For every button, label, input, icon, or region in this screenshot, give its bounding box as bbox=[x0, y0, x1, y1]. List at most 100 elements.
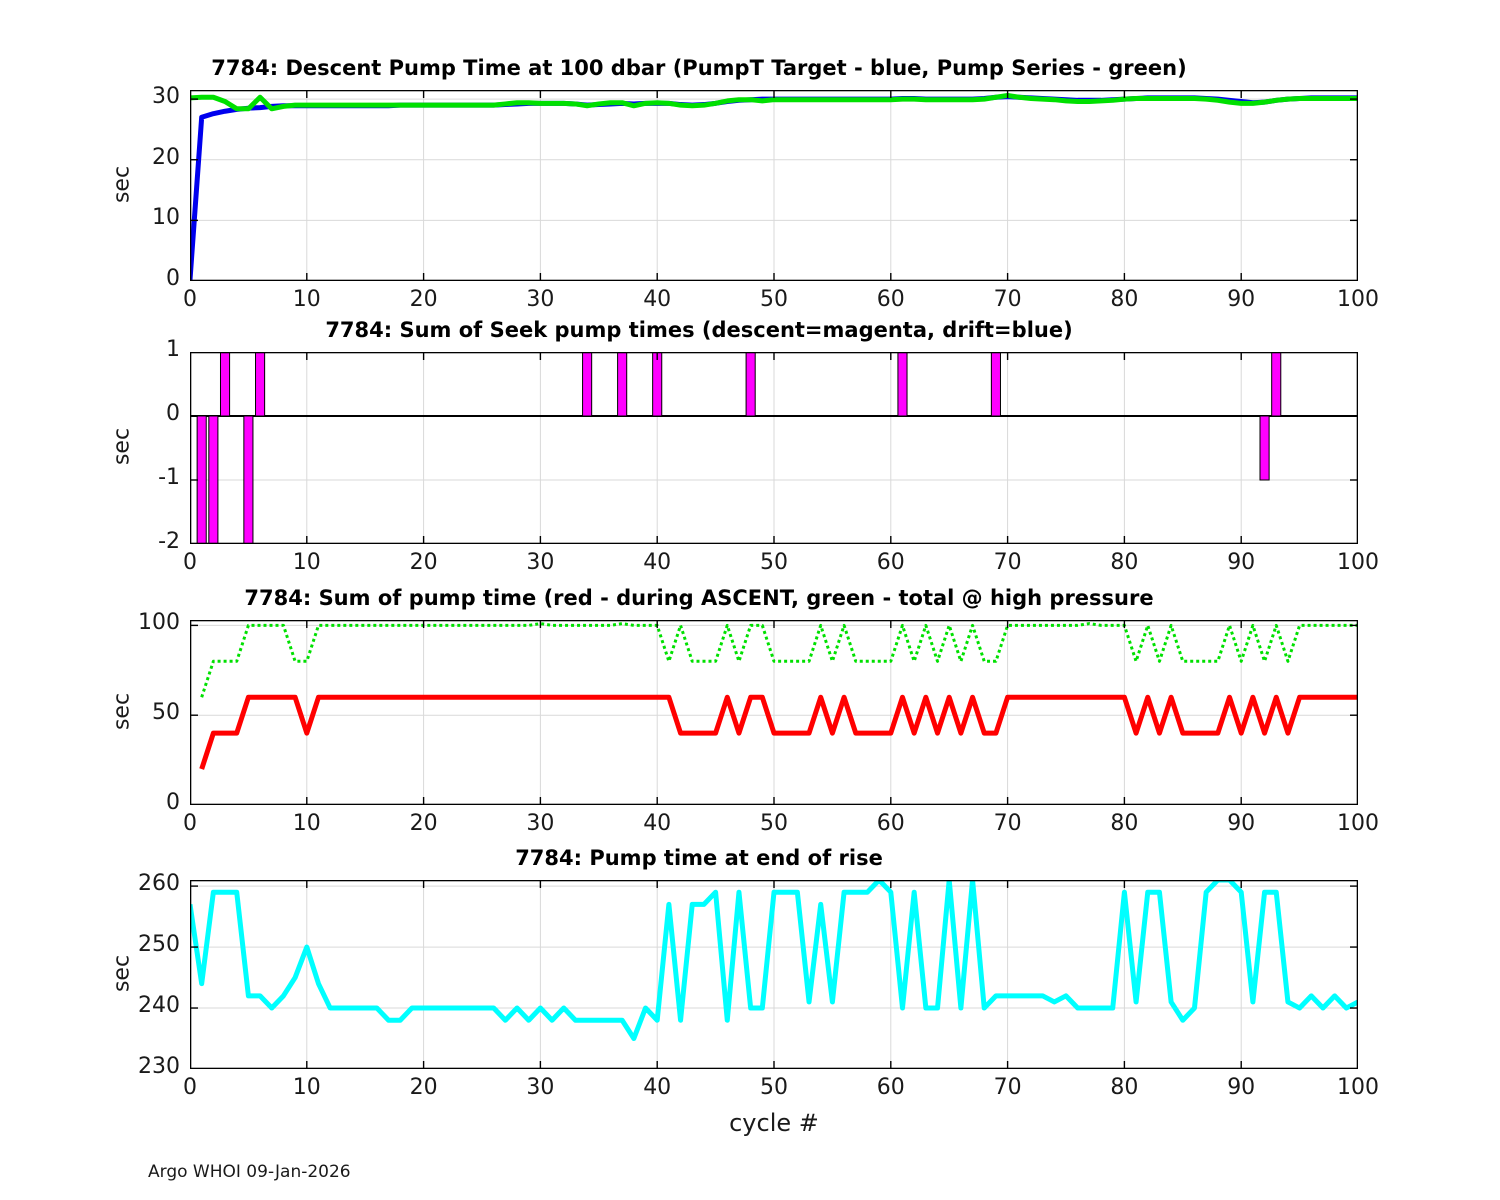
y-tick-label: 0 bbox=[166, 790, 180, 815]
bar bbox=[617, 352, 628, 417]
panel-title-1: 7784: Descent Pump Time at 100 dbar (Pum… bbox=[211, 56, 1187, 80]
x-tick-label: 20 bbox=[409, 811, 438, 836]
y-tick-label: 240 bbox=[138, 993, 180, 1019]
x-tick-label: 20 bbox=[409, 287, 438, 312]
tick-marks bbox=[190, 352, 1358, 544]
x-tick-label: 100 bbox=[1337, 811, 1379, 836]
x-tick-label: 50 bbox=[760, 550, 788, 575]
x-tick-label: 10 bbox=[292, 287, 321, 312]
x-tick-label: 10 bbox=[292, 550, 321, 575]
bar bbox=[745, 352, 756, 417]
x-tick-label: 0 bbox=[183, 550, 197, 575]
axes-frame bbox=[190, 90, 1358, 281]
x-tick-label: 40 bbox=[643, 550, 672, 575]
y-axis-label-1: sec bbox=[109, 165, 135, 203]
x-tick-label: 70 bbox=[993, 811, 1022, 836]
bar bbox=[1259, 415, 1270, 481]
panel-title-3: 7784: Sum of pump time (red - during ASC… bbox=[244, 586, 1154, 610]
x-tick-label: 100 bbox=[1337, 1075, 1379, 1100]
x-tick-label: 20 bbox=[409, 550, 438, 575]
x-tick-label: 20 bbox=[409, 1075, 438, 1100]
x-tick-label: 50 bbox=[760, 287, 788, 312]
x-tick-label: 0 bbox=[183, 1075, 197, 1100]
y-tick-label: 100 bbox=[138, 610, 180, 636]
plot-area-3 bbox=[190, 620, 1358, 805]
x-tick-label: 40 bbox=[643, 1075, 672, 1100]
panel-title-2: 7784: Sum of Seek pump times (descent=ma… bbox=[325, 318, 1073, 342]
y-tick-label: 30 bbox=[152, 84, 180, 110]
x-tick-label: 40 bbox=[643, 811, 672, 836]
x-tick-label: 0 bbox=[183, 811, 197, 836]
figure-footer: Argo WHOI 09-Jan-2026 bbox=[148, 1162, 351, 1182]
tick-marks bbox=[190, 880, 1358, 1069]
bar bbox=[582, 352, 593, 417]
y-tick-label: 230 bbox=[138, 1054, 180, 1079]
x-tick-label: 40 bbox=[643, 287, 672, 312]
plot-area-2 bbox=[190, 352, 1358, 544]
bar bbox=[1271, 352, 1282, 417]
bar bbox=[897, 352, 908, 417]
x-tick-label: 90 bbox=[1227, 1075, 1256, 1100]
x-tick-label: 50 bbox=[760, 1075, 788, 1100]
x-tick-label: 70 bbox=[993, 550, 1022, 575]
x-tick-label: 80 bbox=[1110, 811, 1139, 836]
y-tick-label: 0 bbox=[166, 401, 180, 426]
x-tick-label: 90 bbox=[1227, 550, 1256, 575]
x-tick-label: 70 bbox=[993, 1075, 1022, 1100]
y-tick-label: -1 bbox=[158, 465, 180, 490]
line-series-pump-series bbox=[190, 92, 1358, 112]
x-tick-label: 90 bbox=[1227, 287, 1256, 312]
y-axis-label-3: sec bbox=[109, 692, 135, 730]
x-tick-label: 80 bbox=[1110, 1075, 1139, 1100]
x-tick-label: 60 bbox=[876, 811, 905, 836]
plot-area-1 bbox=[190, 90, 1358, 281]
tick-marks bbox=[190, 620, 1358, 805]
bar bbox=[243, 415, 254, 544]
x-tick-label: 10 bbox=[292, 1075, 321, 1100]
y-tick-label: 250 bbox=[138, 932, 180, 958]
x-tick-label: 30 bbox=[526, 550, 555, 575]
y-axis-label-4: sec bbox=[109, 954, 135, 992]
bar bbox=[255, 352, 266, 417]
x-tick-label: 100 bbox=[1337, 550, 1379, 575]
axes-frame bbox=[190, 880, 1358, 1069]
x-tick-label: 10 bbox=[292, 811, 321, 836]
x-tick-label: 80 bbox=[1110, 287, 1139, 312]
x-tick-label: 100 bbox=[1337, 287, 1379, 312]
x-tick-label: 30 bbox=[526, 811, 555, 836]
x-axis-label: cycle # bbox=[729, 1109, 819, 1137]
gridlines-3 bbox=[190, 620, 1358, 805]
y-tick-label: 10 bbox=[152, 205, 180, 231]
gridlines-4 bbox=[190, 880, 1358, 1069]
line-series-during-ascent bbox=[199, 694, 1358, 770]
bar bbox=[208, 415, 219, 544]
line-series-pump-time-at-end-of-rise bbox=[190, 880, 1358, 1042]
x-tick-label: 50 bbox=[760, 811, 788, 836]
bar bbox=[652, 352, 663, 417]
y-tick-label: 50 bbox=[152, 700, 180, 726]
bar-series-descent bbox=[196, 352, 1282, 544]
line-series-pumpt-target bbox=[190, 94, 1358, 280]
x-tick-label: 70 bbox=[993, 287, 1022, 312]
panel-title-4: 7784: Pump time at end of rise bbox=[515, 846, 883, 870]
x-tick-label: 80 bbox=[1110, 550, 1139, 575]
plot-area-4 bbox=[190, 880, 1358, 1069]
x-tick-label: 60 bbox=[876, 287, 905, 312]
bar bbox=[990, 352, 1001, 417]
x-tick-label: 0 bbox=[183, 287, 197, 312]
x-tick-label: 30 bbox=[526, 287, 555, 312]
x-tick-label: 60 bbox=[876, 550, 905, 575]
axes-frame bbox=[190, 352, 1358, 544]
axes-frame bbox=[190, 620, 1358, 805]
y-tick-label: 0 bbox=[166, 266, 180, 291]
x-tick-label: 90 bbox=[1227, 811, 1256, 836]
y-tick-label: 20 bbox=[152, 144, 180, 170]
gridlines-2 bbox=[190, 352, 1358, 544]
y-tick-label: -2 bbox=[158, 529, 180, 554]
bar bbox=[196, 415, 207, 544]
